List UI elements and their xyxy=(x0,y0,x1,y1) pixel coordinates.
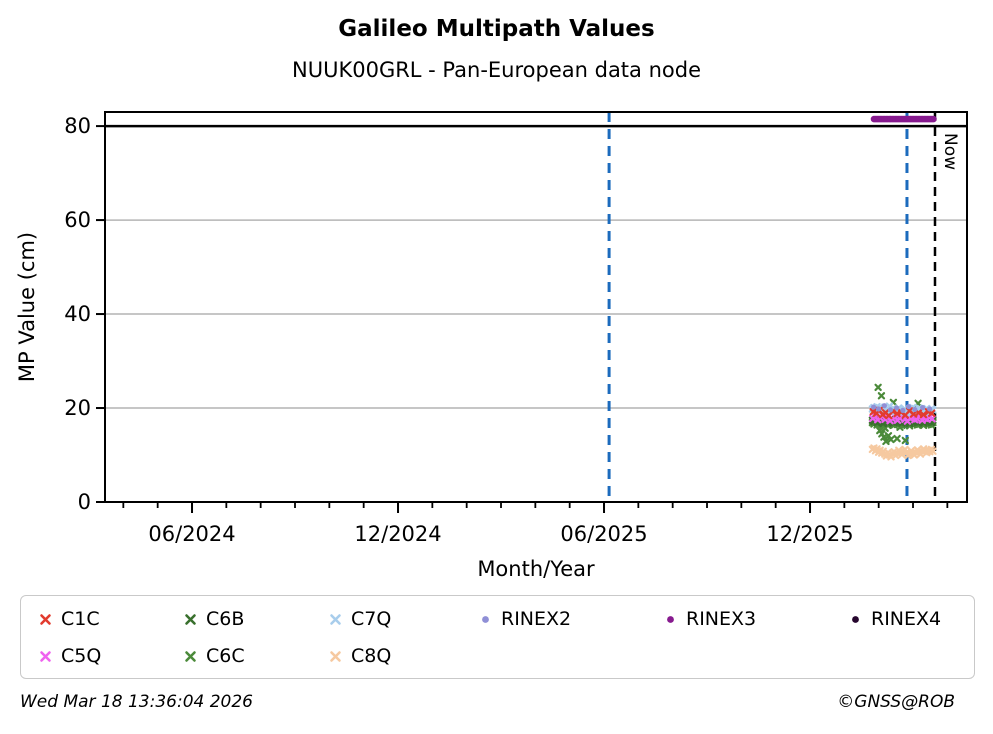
legend-item-rinex4: RINEX4 xyxy=(849,608,941,630)
legend-marker-icon xyxy=(330,613,341,625)
legend-label: C7Q xyxy=(351,608,392,630)
series-RINEX3 xyxy=(870,115,937,123)
legend-label: C5Q xyxy=(61,645,102,667)
legend-label: C6B xyxy=(206,608,245,630)
legend-item-c6b: C6B xyxy=(184,608,244,630)
legend-marker-icon xyxy=(40,650,51,662)
legend-item-c6c: C6C xyxy=(184,645,245,667)
legend-item-c1c: C1C xyxy=(39,608,100,630)
legend-item-rinex2: RINEX2 xyxy=(479,608,571,630)
legend-marker-icon xyxy=(667,615,674,623)
chart-title: Galileo Multipath Values xyxy=(338,16,655,42)
y-axis-label: MP Value (cm) xyxy=(15,232,39,382)
generation-timestamp: Wed Mar 18 13:36:04 2026 xyxy=(20,692,253,712)
legend-item-c5q: C5Q xyxy=(39,645,101,667)
y-tick-label: 80 xyxy=(64,114,91,138)
chart-subtitle: NUUK00GRL - Pan-European data node xyxy=(292,58,701,82)
y-tick-label: 20 xyxy=(64,396,91,420)
legend-label: C8Q xyxy=(351,645,392,667)
copyright-label: ©GNSS@ROB xyxy=(837,692,955,712)
y-tick-label: 60 xyxy=(64,208,91,232)
legend-label: C6C xyxy=(206,645,245,667)
legend-label: RINEX4 xyxy=(871,608,942,630)
x-tick-label: 12/2024 xyxy=(354,522,441,546)
legend-marker-icon xyxy=(852,615,859,623)
x-axis-label: Month/Year xyxy=(477,557,595,581)
multipath-scatter-plot: Now 0 20 40 60 80 06/2024 12/2024 06/2025 12/2025… xyxy=(15,111,968,581)
legend-item-rinex3: RINEX3 xyxy=(664,608,756,630)
series-C8Q xyxy=(868,444,937,461)
legend-item-c8q: C8Q xyxy=(329,645,391,667)
chart-legend: C1C C5Q C6B C6C C7Q C8Q RINEX2 RINEX3 RINEX4 xyxy=(20,595,975,679)
legend-marker-icon xyxy=(40,613,51,625)
legend-marker-icon xyxy=(482,615,489,623)
legend-marker-icon xyxy=(185,650,196,662)
now-label: Now xyxy=(940,133,960,170)
x-tick-label: 06/2025 xyxy=(560,522,647,546)
legend-marker-icon xyxy=(330,650,341,662)
legend-label: RINEX2 xyxy=(501,608,572,630)
series-RINEX2 xyxy=(870,403,933,413)
y-tick-label: 0 xyxy=(78,490,91,514)
x-tick-label: 06/2024 xyxy=(148,522,235,546)
x-tick-label: 12/2025 xyxy=(766,522,853,546)
legend-label: C1C xyxy=(61,608,100,630)
legend-label: RINEX3 xyxy=(686,608,757,630)
legend-marker-icon xyxy=(185,613,196,625)
legend-item-c7q: C7Q xyxy=(329,608,391,630)
plot-border xyxy=(104,111,968,503)
y-tick-label: 40 xyxy=(64,302,91,326)
